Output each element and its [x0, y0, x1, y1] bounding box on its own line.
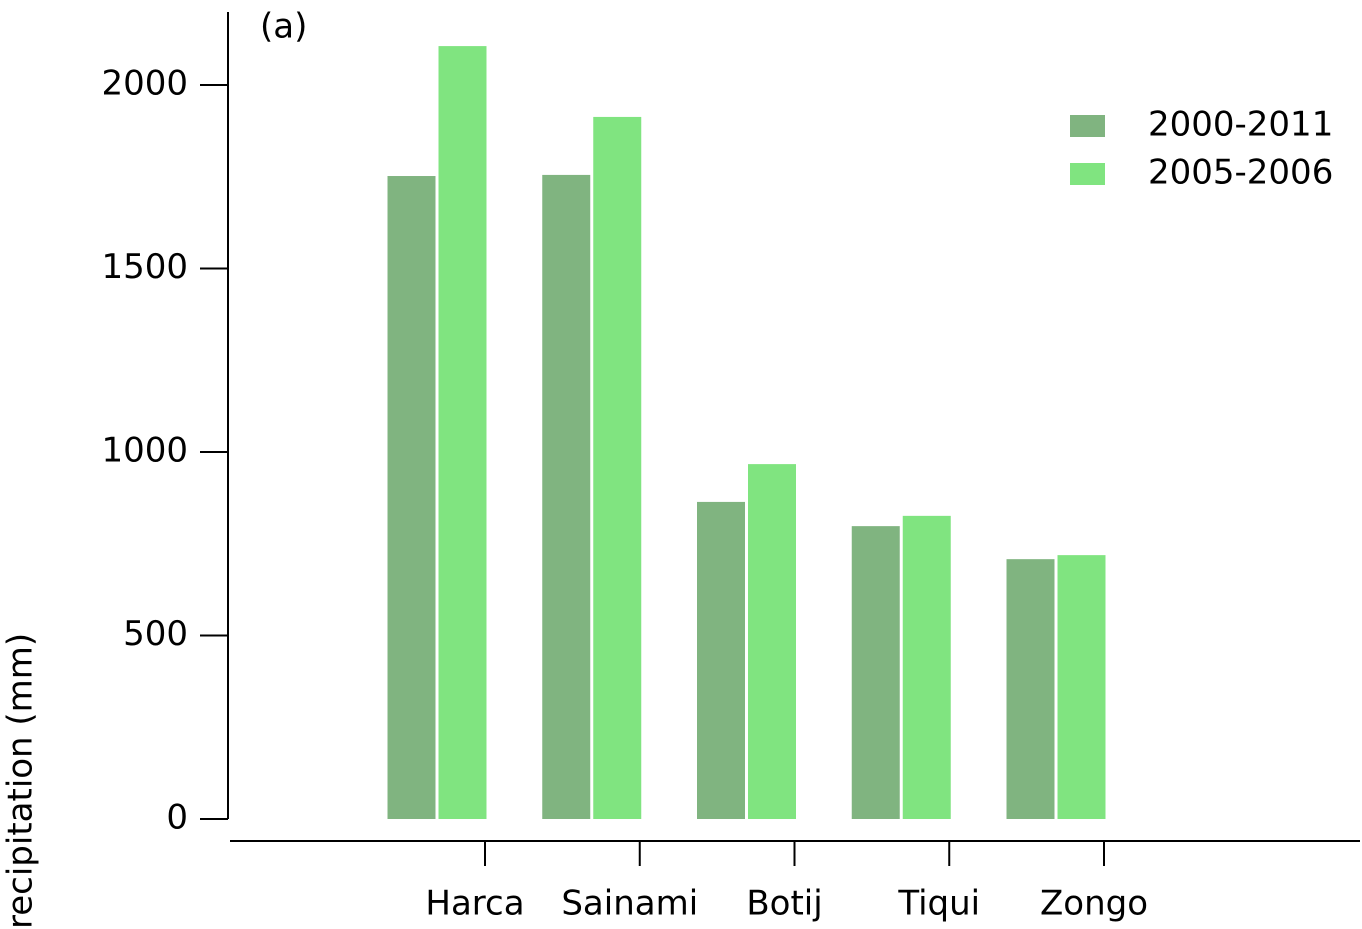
annotation: (a): [260, 7, 307, 47]
x-tick-label: Sainami: [561, 884, 698, 924]
bar: [1006, 559, 1055, 819]
bar: [542, 174, 591, 820]
y-tick-label: 1000: [101, 431, 188, 471]
legend-label: 2005-2006: [1148, 153, 1333, 193]
y-tick-label: 2000: [101, 64, 188, 104]
bar: [438, 46, 487, 819]
bar: [902, 515, 951, 819]
bar: [387, 176, 436, 820]
bar: [851, 526, 900, 819]
bar: [1057, 555, 1106, 819]
x-tick-label: Zongo: [1040, 884, 1148, 924]
y-tick-label: 0: [166, 798, 188, 838]
legend-swatch: [1070, 115, 1105, 137]
y-tick-label: 1500: [101, 247, 188, 287]
y-axis-label: recipitation (mm): [1, 633, 41, 929]
x-tick-label: Tiqui: [897, 884, 980, 924]
legend-swatch: [1070, 163, 1105, 185]
x-tick-label: Botij: [746, 884, 822, 924]
y-tick-label: 500: [123, 614, 188, 654]
x-tick-label: Harca: [425, 884, 524, 924]
legend-label: 2000-2011: [1148, 105, 1333, 145]
bar: [697, 501, 745, 819]
bar: [593, 116, 642, 819]
bar: [748, 464, 796, 819]
